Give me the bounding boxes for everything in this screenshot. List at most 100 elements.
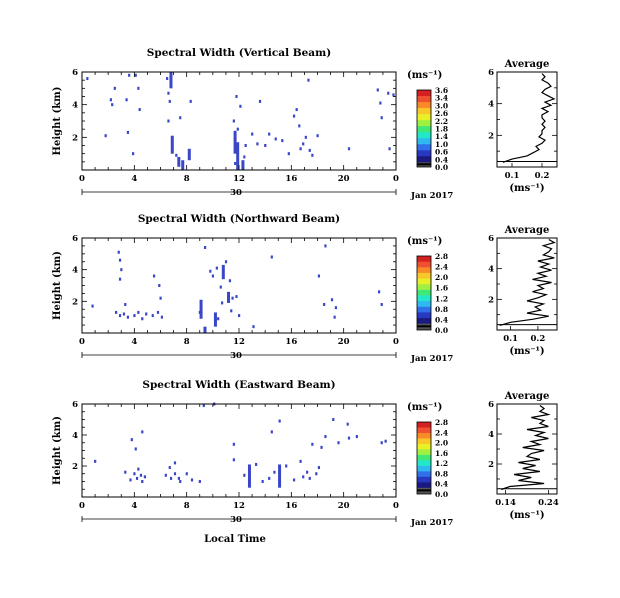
data-band	[213, 312, 217, 327]
data-point	[137, 310, 140, 314]
data-point	[330, 298, 334, 302]
plot-frame	[81, 403, 397, 498]
data-point	[387, 91, 390, 95]
x-tick-label: 4	[131, 501, 137, 511]
colorbar-tick-label: 3.6	[435, 86, 448, 95]
colorbar-tick-label: 0.4	[435, 155, 448, 164]
colorbar-swatch	[417, 261, 431, 268]
heatmap-data	[86, 72, 395, 170]
data-point	[287, 152, 290, 156]
data-point	[320, 445, 323, 449]
colorbar-tick-label: 1.2	[435, 294, 448, 303]
data-point	[156, 310, 160, 314]
month-label: Jan 2017	[410, 191, 453, 201]
profile-x-label: (ms⁻¹)	[509, 346, 544, 357]
data-point	[317, 466, 321, 470]
colorbar-swatch	[417, 465, 431, 472]
y-tick-label: 2	[72, 297, 78, 307]
colorbar-tick-label: 3.0	[435, 101, 448, 110]
data-point	[316, 134, 319, 138]
data-point	[179, 480, 182, 483]
data-point	[308, 148, 311, 152]
data-point	[198, 310, 201, 314]
data-point	[126, 130, 129, 134]
colorbar-swatch	[417, 289, 431, 296]
colorbar-swatch	[417, 482, 431, 489]
data-point	[118, 314, 122, 318]
data-point	[268, 132, 271, 136]
data-point	[264, 144, 267, 147]
data-band	[221, 264, 225, 280]
data-point	[346, 422, 349, 426]
y-tick-label: 2	[72, 133, 78, 143]
data-point	[141, 480, 144, 483]
data-point	[244, 144, 247, 147]
profile-y-tick-label: 2	[488, 460, 494, 470]
data-band	[227, 291, 231, 303]
y-tick-label: 4	[72, 266, 78, 276]
colorbar-swatch	[417, 449, 431, 456]
y-axis-label: Height (km)	[52, 251, 63, 320]
x-tick-label: 0	[79, 337, 85, 347]
data-point	[302, 142, 305, 146]
data-band	[247, 464, 251, 488]
data-point	[307, 78, 310, 82]
y-tick-label: 6	[72, 234, 78, 244]
data-band	[187, 148, 191, 161]
profile-title: Average	[504, 391, 550, 402]
data-point	[129, 478, 132, 482]
profile-x-tick-label: 0.2	[535, 171, 550, 181]
x-tick-label: 20	[338, 501, 350, 511]
date-label: 30	[230, 515, 242, 525]
data-point	[166, 77, 169, 81]
colorbar-tick-label: 0.6	[435, 148, 448, 157]
data-point	[177, 163, 181, 167]
x-tick-label: 12	[233, 501, 245, 511]
data-point	[270, 255, 273, 259]
data-point	[132, 152, 135, 156]
y-tick-label: 2	[72, 462, 78, 472]
data-point	[332, 418, 335, 421]
data-point	[168, 466, 171, 470]
data-point	[380, 303, 383, 306]
colorbar-tick-label: 0.4	[435, 480, 448, 489]
colorbar	[417, 422, 431, 494]
data-point	[235, 295, 238, 299]
colorbar	[417, 256, 431, 330]
colorbar-tick-label: 1.4	[435, 132, 448, 141]
data-point	[217, 317, 220, 321]
x-tick-label: 0	[393, 174, 399, 184]
colorbar-tick-label: 2.0	[435, 273, 448, 282]
data-point	[118, 277, 122, 281]
data-point	[122, 312, 126, 316]
data-point	[111, 103, 114, 107]
data-point	[203, 246, 207, 249]
data-point	[274, 137, 277, 141]
data-point	[392, 93, 395, 97]
data-point	[115, 310, 118, 314]
data-point	[215, 266, 218, 270]
x-tick-label: 20	[338, 174, 350, 184]
data-point	[189, 99, 192, 103]
profile-frame	[496, 403, 558, 495]
colorbar-swatch	[417, 301, 431, 308]
x-tick-label: 20	[338, 337, 350, 347]
month-label: Jan 2017	[410, 518, 453, 528]
y-tick-label: 6	[72, 68, 78, 78]
data-point	[175, 153, 178, 157]
data-point	[190, 478, 194, 482]
colorbar-swatch	[417, 306, 431, 313]
colorbar-swatch	[417, 284, 431, 291]
colorbar-tick-label: 1.0	[435, 140, 448, 149]
data-point	[334, 306, 338, 310]
data-point	[179, 116, 182, 120]
colorbar-swatch	[417, 138, 431, 145]
data-point	[308, 476, 311, 480]
data-point	[231, 296, 234, 300]
data-point	[324, 435, 327, 439]
data-point	[128, 73, 131, 77]
data-band	[169, 72, 173, 89]
profile-x-tick-label: 0.24	[538, 498, 559, 508]
x-tick-label: 0	[79, 501, 85, 511]
data-point	[133, 472, 136, 476]
